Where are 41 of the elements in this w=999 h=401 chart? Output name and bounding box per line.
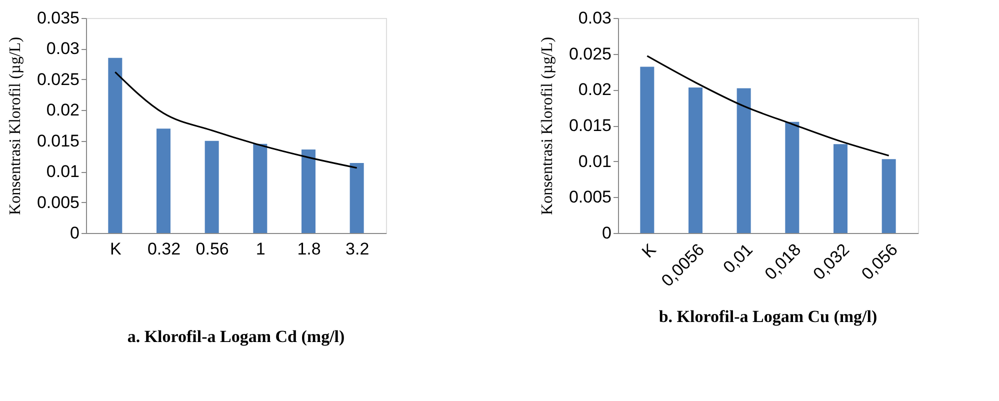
y-axis-title: Konsentrasi Klorofil (µg/L): [6, 36, 24, 216]
x-tick-label: K: [110, 240, 122, 258]
text: a. Klorofil-a Logam Cd (mg/l): [127, 327, 345, 346]
bar: [785, 122, 800, 233]
y-tick-label: 0.02: [578, 80, 612, 100]
bar: [834, 144, 848, 233]
x-tick-label: 3.2: [346, 240, 370, 258]
y-tick-label: 0.005: [36, 192, 80, 212]
bar: [736, 88, 751, 233]
bar: [108, 58, 122, 233]
bar: [156, 128, 170, 233]
line-series: [646, 55, 890, 156]
y-tick-label: 0.025: [36, 70, 80, 89]
x-tick-label: 0,01: [720, 240, 756, 277]
bar: [302, 149, 316, 233]
bar: [882, 159, 896, 233]
y-tick-label: 0.01: [578, 152, 612, 171]
bar: [350, 162, 364, 233]
y-tick-label: 0.035: [36, 8, 80, 28]
y-tick-label: 0.03: [578, 8, 612, 28]
y-tick-label: 0: [70, 224, 80, 242]
x-tick-label: K: [638, 240, 660, 262]
y-tick-label: 0: [602, 224, 612, 242]
y-tick-label: 0.025: [568, 44, 612, 64]
x-tick-label: 0.32: [147, 240, 181, 258]
text: b. Klorofil-a Logam Cu (mg/l): [658, 307, 878, 326]
y-tick-label: 0.02: [46, 100, 80, 120]
y-axis-title: Konsentrasi Klorofil (µg/L): [538, 36, 556, 216]
bar: [688, 88, 702, 233]
x-tick-label: 0.56: [196, 240, 229, 258]
bar: [253, 144, 268, 233]
y-tick-label: 0.015: [36, 131, 80, 150]
line-series: [114, 71, 358, 169]
y-tick-label: 0.03: [46, 39, 80, 58]
x-tick-label: 1: [256, 240, 266, 258]
bar: [204, 140, 219, 233]
y-tick-label: 0.005: [568, 188, 612, 207]
y-tick-label: 0.01: [46, 162, 80, 182]
y-tick-label: 0.015: [568, 116, 612, 135]
bar: [640, 66, 654, 233]
x-tick-label: 1.8: [297, 240, 321, 258]
